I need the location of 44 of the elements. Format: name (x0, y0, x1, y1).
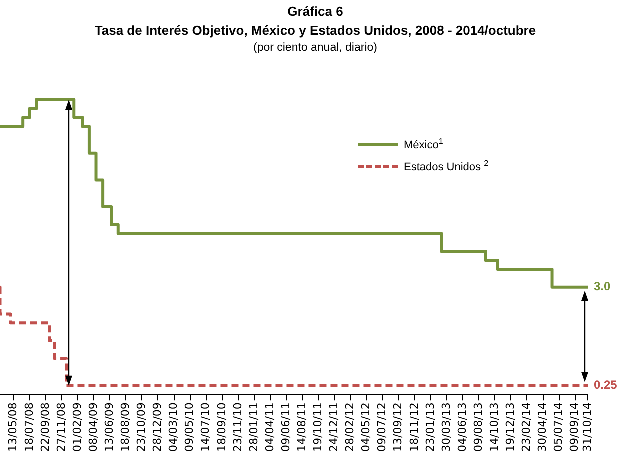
x-tick-label: 28/01/11 (247, 402, 260, 452)
x-tick-label: 09/09/14 (568, 402, 582, 452)
text: (por ciento anual, diario) (252, 41, 378, 56)
chart-subtitle: Tasa de Interés Objetivo, México y Estados Unidos, 2008 - 2014/octubre (94, 22, 538, 40)
x-tick-label: 04/06/13 (456, 402, 469, 452)
x-tick-label: 28/02/12 (344, 402, 357, 452)
x-tick-label: 01/02/09 (70, 402, 84, 452)
x-tick-label: 27/11/08 (54, 402, 68, 452)
x-tick-label: 31/10/14 (580, 402, 594, 452)
x-tick-label: 30/03/13 (440, 402, 453, 452)
x-tick-label: 23/02/14 (520, 402, 534, 452)
x-tick-label: 13/05/08 (6, 402, 20, 452)
legend-label: México$^{1}$ (404, 136, 444, 152)
x-tick-label: 08/04/09 (86, 402, 100, 452)
x-tick-label: 28/12/09 (151, 402, 164, 452)
data-label: 3.0 (594, 280, 612, 294)
x-tick-label: 19/10/11 (312, 402, 325, 452)
x-tick-label: 04/04/11 (263, 402, 276, 452)
x-tick-label: 19/12/13 (504, 402, 518, 452)
x-tick-label: 14/08/11 (295, 402, 308, 452)
x-tick-label: 30/04/14 (536, 402, 550, 452)
x-tick-label: 05/07/14 (552, 402, 566, 452)
x-tick-label: 13/06/09 (102, 402, 116, 452)
x-tick-label: 23/11/10 (231, 402, 244, 452)
x-tick-label: 18/07/08 (22, 402, 36, 452)
x-tick-label: 09/06/11 (279, 402, 292, 452)
x-tick-label: 09/08/13 (472, 402, 485, 452)
x-tick-label: 04/03/10 (167, 402, 180, 452)
chart-title: Gráfica 6 (286, 3, 344, 21)
x-tick-label: 04/05/12 (360, 402, 373, 452)
x-tick-label: 18/08/09 (119, 402, 132, 452)
x-tick-label: 18/09/10 (215, 402, 228, 452)
x-tick-label: 14/10/13 (488, 402, 502, 452)
x-tick-label: 13/09/12 (392, 402, 405, 452)
x-tick-label: 14/07/10 (199, 402, 212, 452)
x-tick-label: 09/07/12 (376, 402, 389, 452)
legend-label: Estados Unidos $^{2}$ (404, 158, 489, 174)
x-tick-label: 24/12/11 (328, 402, 341, 452)
x-tick-label: 23/01/13 (424, 402, 437, 452)
data-label: 0.25 (594, 378, 618, 392)
x-tick-label: 09/05/10 (183, 402, 196, 452)
x-tick-label: 23/10/09 (135, 402, 148, 452)
x-tick-label: 18/11/12 (408, 402, 421, 452)
x-tick-label: 22/09/08 (38, 402, 52, 452)
